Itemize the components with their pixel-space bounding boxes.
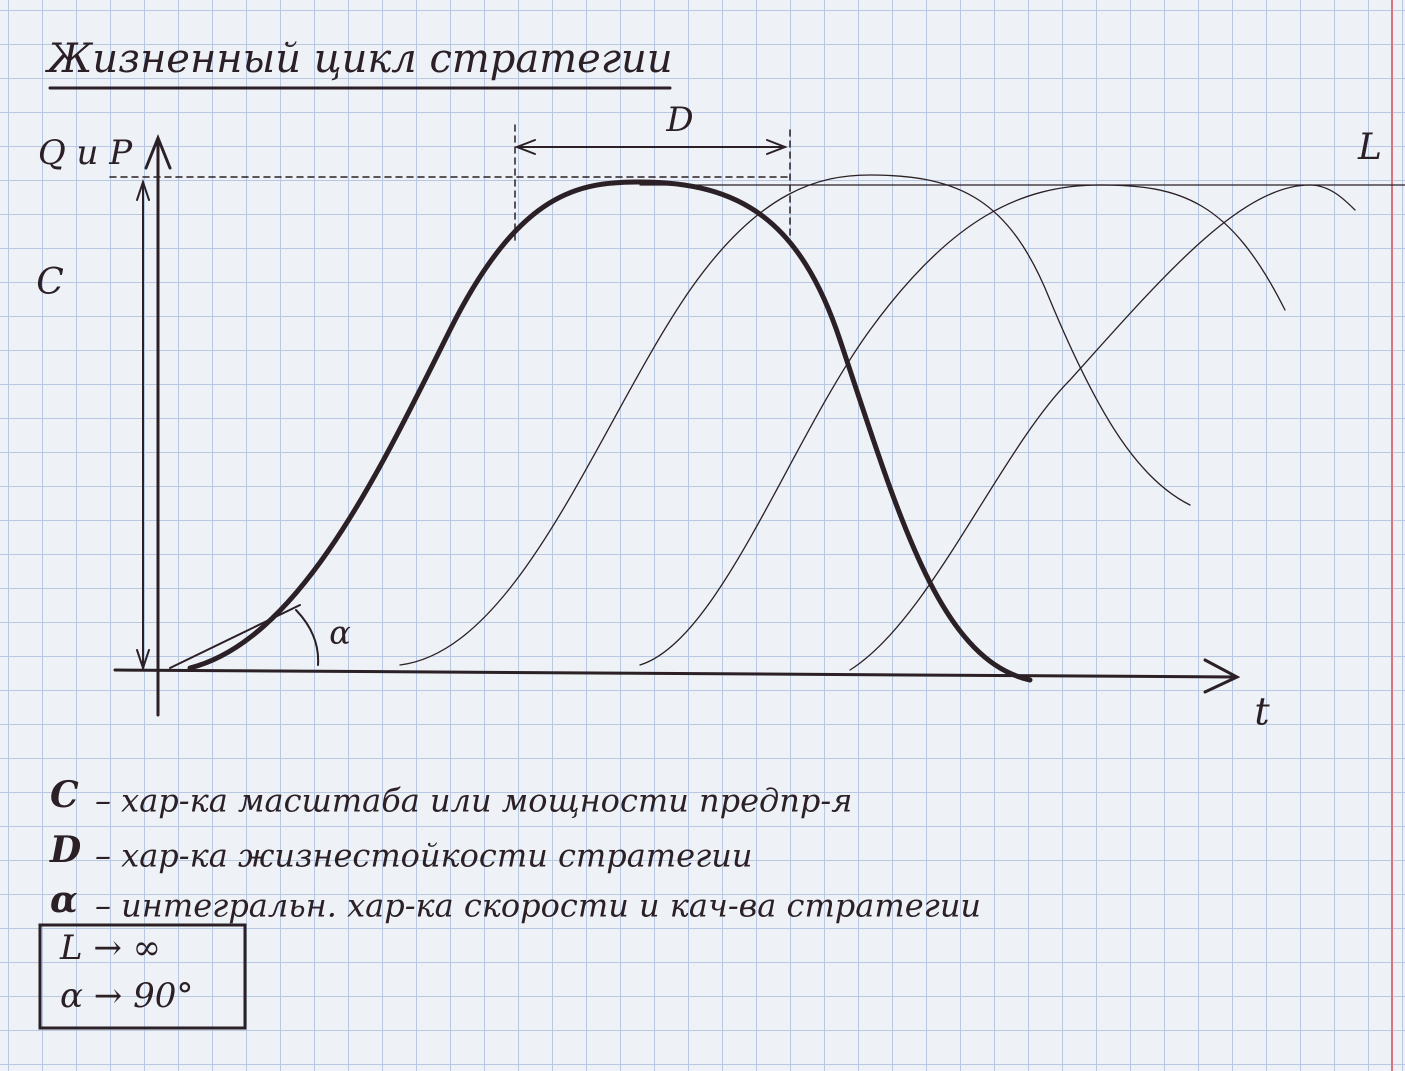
d-arrowhead xyxy=(766,139,788,155)
x-arrow xyxy=(1203,658,1241,694)
box-line: α → 90° xyxy=(60,976,193,1016)
y-axis-label: Q и P xyxy=(38,133,133,173)
main-curve xyxy=(187,179,1033,683)
c-arrowhead xyxy=(136,178,150,201)
legend-text: – хар-ка масштаба или мощности предпр-я xyxy=(95,782,852,820)
d-label: D xyxy=(665,100,693,140)
angle-arc xyxy=(295,609,320,666)
c-arrowhead xyxy=(136,649,150,672)
next-curve xyxy=(849,184,1356,671)
legend-symbol: C xyxy=(50,774,79,816)
angle-label: α xyxy=(329,614,351,652)
x-axis-label: t xyxy=(1254,690,1270,734)
box xyxy=(38,923,247,1030)
title: Жизненный цикл стратегии xyxy=(44,36,672,82)
legend-symbol: α xyxy=(50,879,78,921)
l-label: L xyxy=(1357,127,1382,168)
x-axis xyxy=(113,668,1237,679)
c-label: C xyxy=(36,262,64,303)
next-curve xyxy=(639,184,1286,666)
d-arrowhead xyxy=(514,139,536,155)
legend-text: – интегральн. хар-ка скорости и кач-ва с… xyxy=(95,887,981,925)
box-line: L → ∞ xyxy=(59,928,161,968)
legend: C – хар-ка масштаба или мощности предпр-… xyxy=(49,774,981,925)
legend-symbol: D xyxy=(49,829,81,871)
tangent xyxy=(169,604,301,669)
y-arrow xyxy=(144,133,172,170)
next-curve xyxy=(399,174,1191,666)
legend-text: – хар-ка жизнестойкости стратегии xyxy=(95,837,752,875)
